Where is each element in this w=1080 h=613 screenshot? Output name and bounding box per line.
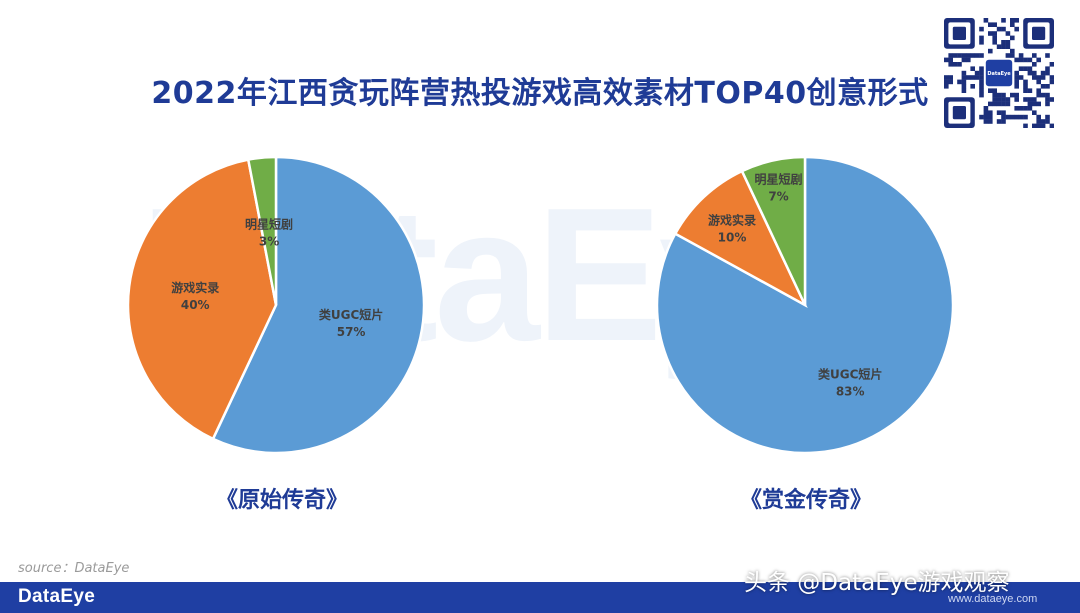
slice-label-star-drama: 明星短剧 [755, 172, 803, 187]
pie-slice-game-footage [673, 169, 808, 308]
pie-slice-star-drama [246, 155, 278, 306]
slice-label-star-drama: 明星短剧 [245, 216, 293, 231]
pie-chart-yuanshi: 类UGC短片 57% 游戏实录 40% 明星短剧 3% [126, 155, 426, 455]
chart-title-yuanshi: 《原始传奇》 [215, 488, 348, 513]
slice-percent-ugc: 83% [836, 384, 865, 398]
slice-label-ugc: 类UGC短片 [818, 366, 882, 381]
footer-url: www.dataeye.com [948, 593, 1038, 605]
slice-label-ugc: 类UGC短片 [319, 307, 383, 322]
page-title: 2022年江西贪玩阵营热投游戏高效素材TOP40创意形式 [151, 76, 929, 111]
pie-slice-game-footage [126, 158, 278, 441]
source-note: source：DataEye [18, 561, 130, 576]
slice-percent-star-drama: 7% [768, 190, 788, 204]
toutiao-watermark: 头条 @DataEye游戏观察 [744, 570, 1010, 596]
footer-logo: DataEye [18, 586, 96, 607]
slice-percent-game-footage: 10% [718, 230, 747, 244]
qr-code: DataEye [944, 18, 1054, 128]
slice-label-game-footage: 游戏实录 [171, 280, 219, 295]
slice-percent-game-footage: 40% [181, 298, 210, 312]
qr-badge-text: DataEye [987, 71, 1011, 77]
pie-slice-ugc [211, 155, 426, 455]
slice-percent-star-drama: 3% [259, 234, 279, 248]
pie-chart-shangjin: 类UGC短片 83% 游戏实录 10% 明星短剧 7% [655, 155, 955, 455]
slice-percent-ugc: 57% [337, 325, 366, 339]
pie-slice-star-drama [740, 155, 807, 306]
slice-label-game-footage: 游戏实录 [708, 212, 756, 227]
chart-title-shangjin: 《赏金传奇》 [739, 488, 872, 513]
footer-bar: DataEye [0, 582, 1080, 613]
